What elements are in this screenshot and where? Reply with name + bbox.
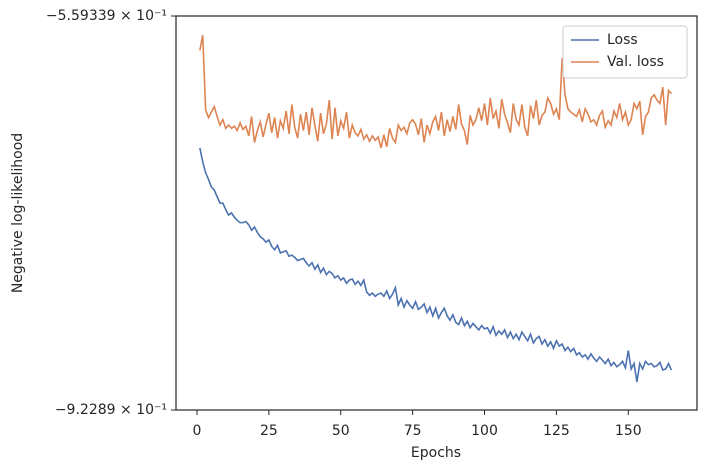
x-tick-label: 150 [615,423,642,439]
plot-frame [175,15,698,411]
line-series [199,147,673,383]
legend-box [562,25,688,79]
x-tick-label: 0 [193,423,202,439]
x-tick-label: 25 [260,423,278,439]
x-tick-label: 50 [332,423,350,439]
x-tick-label: 100 [471,423,498,439]
legend-label: Loss [607,32,638,48]
y-tick-label: −5.59339 × 10⁻¹ [46,8,167,24]
line-series [199,34,673,149]
y-tick-label: −9.2289 × 10⁻¹ [55,402,167,418]
x-axis-label: Epochs [411,445,461,461]
y-axis-label: Negative log-likelihood [10,133,26,293]
x-tick-label: 125 [543,423,570,439]
legend: Loss Val. loss [562,25,688,79]
legend-label: Val. loss [607,54,664,70]
x-tick-label: 75 [404,423,422,439]
